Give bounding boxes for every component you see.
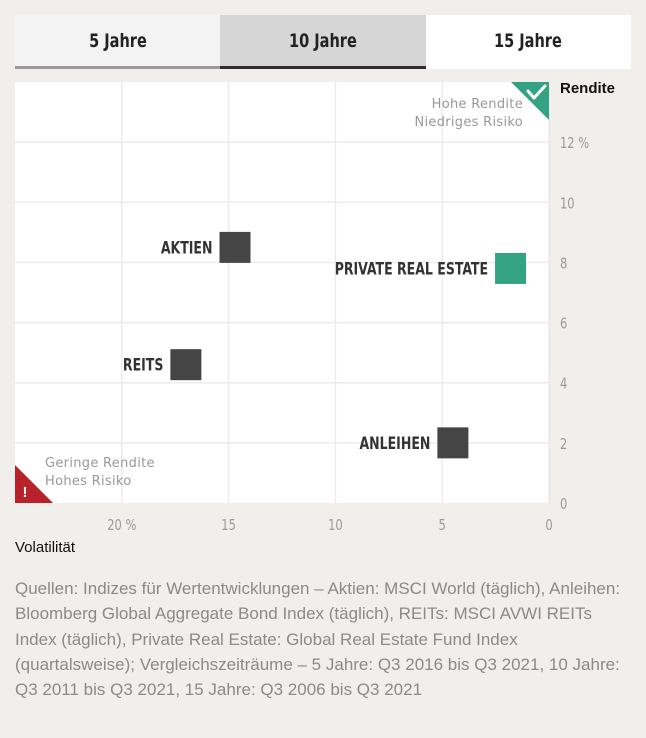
annotation-top-right-line1: Hohe Rendite <box>432 97 523 112</box>
low-return-corner-triangle <box>15 465 53 503</box>
y-tick-label: 10 <box>560 195 575 212</box>
point-label-reits: REITS <box>123 355 163 375</box>
warning-icon: ! <box>23 484 28 501</box>
x-tick-label: 20 % <box>107 517 136 534</box>
annotation-bottom-left-line2: Hohes Risiko <box>45 474 132 489</box>
x-tick-label: 0 <box>545 517 552 534</box>
point-label-aktien: AKTIEN <box>161 238 213 258</box>
point-label-anleihen: ANLEIHEN <box>359 434 430 454</box>
checkmark-icon <box>526 84 547 100</box>
tab-15-years-label: 15 Jahre <box>494 29 563 52</box>
tab-5-years[interactable]: 5 Jahre <box>15 15 221 69</box>
risk-return-chart: 0 2 4 6 8 10 12 % 20 % 15 10 5 0 Rendite Hohe Rendite… <box>15 80 615 534</box>
x-axis-title: Volatilität <box>15 539 76 556</box>
x-tick-label: 5 <box>439 517 446 534</box>
point-anleihen <box>437 427 469 459</box>
tab-10-years-label: 10 Jahre <box>289 29 357 52</box>
y-tick-label: 0 <box>560 496 567 513</box>
annotation-top-right-line2: Niedriges Risiko <box>414 115 523 130</box>
x-tick-label: 15 <box>221 517 236 534</box>
tab-10-years[interactable]: 10 Jahre <box>220 15 426 69</box>
point-aktien <box>219 231 251 263</box>
tab-15-years[interactable]: 15 Jahre <box>425 15 631 69</box>
y-axis-title: Rendite <box>560 80 615 97</box>
tab-5-years-label-box: 5 Jahre <box>15 15 220 66</box>
y-tick-label: 12 % <box>560 135 589 152</box>
point-private-real-estate <box>495 252 527 284</box>
y-tick-label: 4 <box>560 376 567 393</box>
period-tabs: 5 Jahre 10 Jahre 15 Jahre <box>15 15 631 69</box>
y-tick-label: 8 <box>560 255 567 272</box>
point-label-private-real-estate: PRIVATE REAL ESTATE <box>335 259 488 279</box>
tab-10-years-label-box: 10 Jahre <box>220 15 425 66</box>
tab-15-years-label-box: 15 Jahre <box>426 15 631 66</box>
point-reits <box>170 349 202 381</box>
plot-area <box>15 82 549 503</box>
y-tick-label: 2 <box>560 436 567 453</box>
y-tick-label: 6 <box>560 316 567 333</box>
x-tick-label: 10 <box>328 517 343 534</box>
tab-5-years-label: 5 Jahre <box>88 29 147 52</box>
source-note: Quellen: Indizes für Wertentwicklungen –… <box>15 579 621 700</box>
annotation-bottom-left-line1: Geringe Rendite <box>45 456 155 471</box>
